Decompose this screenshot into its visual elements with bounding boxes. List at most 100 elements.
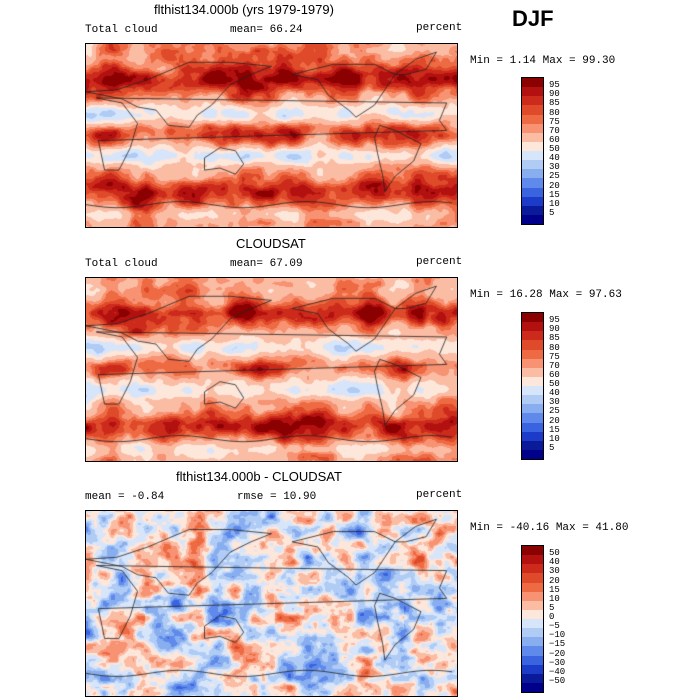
colorbar-swatch	[522, 682, 543, 692]
panel1-variable-label: Total cloud	[85, 24, 158, 36]
panel3-units-label: percent	[416, 489, 463, 501]
panel1-mean-label: mean= 66.24	[230, 24, 303, 36]
colorbar-tick-label: 15	[549, 584, 560, 595]
colorbar-swatch	[522, 449, 543, 459]
colorbar-swatch	[522, 87, 543, 97]
colorbar-swatch	[522, 367, 543, 377]
panel2-variable-label: Total cloud	[85, 258, 158, 270]
colorbar-tick-label: 20	[549, 180, 560, 191]
panel3-colorbar	[521, 545, 544, 693]
colorbar-swatch	[522, 114, 543, 124]
colorbar-swatch	[522, 637, 543, 647]
colorbar-swatch	[522, 395, 543, 405]
colorbar-swatch	[522, 582, 543, 592]
colorbar-tick-label: −40	[549, 666, 566, 677]
colorbar-swatch	[522, 440, 543, 450]
panel3-mean-label: mean = -0.84	[85, 491, 165, 503]
colorbar-tick-label: 15	[549, 424, 560, 435]
colorbar-swatch	[522, 205, 543, 215]
colorbar-tick-label: 25	[549, 406, 560, 417]
colorbar-tick-label: 30	[549, 162, 560, 173]
panel2-colorbar	[521, 312, 544, 460]
colorbar-swatch	[522, 151, 543, 161]
colorbar-tick-label: 95	[549, 80, 560, 91]
colorbar-tick-label: 70	[549, 360, 560, 371]
colorbar-swatch	[522, 358, 543, 368]
colorbar-tick-label: −50	[549, 675, 566, 686]
colorbar-tick-label: −10	[549, 630, 566, 641]
colorbar-swatch	[522, 431, 543, 441]
colorbar-swatch	[522, 564, 543, 574]
colorbar-tick-label: 80	[549, 342, 560, 353]
colorbar-swatch	[522, 105, 543, 115]
panel3-heatmap	[86, 511, 457, 696]
colorbar-swatch	[522, 600, 543, 610]
colorbar-swatch	[522, 413, 543, 423]
panel2-heatmap	[86, 278, 457, 461]
colorbar-tick-label: 85	[549, 333, 560, 344]
colorbar-tick-label: 25	[549, 171, 560, 182]
panel1-title: flthist134.000b (yrs 1979-1979)	[154, 2, 334, 17]
colorbar-swatch	[522, 646, 543, 656]
colorbar-swatch	[522, 340, 543, 350]
colorbar-tick-label: 75	[549, 116, 560, 127]
colorbar-tick-label: 60	[549, 134, 560, 145]
colorbar-swatch	[522, 214, 543, 224]
colorbar-swatch	[522, 555, 543, 565]
colorbar-tick-label: 30	[549, 566, 560, 577]
colorbar-tick-label: 40	[549, 557, 560, 568]
panel2-mean-label: mean= 67.09	[230, 258, 303, 270]
colorbar-tick-label: 75	[549, 351, 560, 362]
panel2-minmax: Min = 16.28 Max = 97.63	[470, 289, 622, 301]
colorbar-tick-label: 90	[549, 89, 560, 100]
colorbar-tick-label: 10	[549, 593, 560, 604]
colorbar-tick-label: 10	[549, 433, 560, 444]
colorbar-tick-label: −20	[549, 648, 566, 659]
colorbar-swatch	[522, 322, 543, 332]
colorbar-swatch	[522, 673, 543, 683]
colorbar-tick-label: 5	[549, 442, 555, 453]
colorbar-tick-label: 50	[549, 379, 560, 389]
colorbar-swatch	[522, 78, 543, 88]
colorbar-swatch	[522, 160, 543, 170]
colorbar-swatch	[522, 196, 543, 206]
colorbar-swatch	[522, 123, 543, 133]
panel1-heatmap	[86, 44, 457, 227]
colorbar-tick-label: 10	[549, 198, 560, 209]
colorbar-swatch	[522, 132, 543, 142]
panel3-minmax: Min = -40.16 Max = 41.80	[470, 522, 629, 534]
colorbar-tick-label: 40	[549, 388, 560, 399]
colorbar-tick-label: 15	[549, 189, 560, 200]
panel2-map	[85, 277, 458, 462]
colorbar-tick-label: 5	[549, 207, 555, 218]
colorbar-swatch	[522, 404, 543, 414]
panel3-rmse-label: rmse = 10.90	[237, 491, 317, 503]
colorbar-tick-label: 40	[549, 153, 560, 164]
colorbar-tick-label: 0	[549, 612, 555, 622]
colorbar-tick-label: −5	[549, 621, 560, 632]
colorbar-tick-label: 95	[549, 315, 560, 326]
panel3-title: flthist134.000b - CLOUDSAT	[176, 469, 342, 484]
colorbar-swatch	[522, 422, 543, 432]
panel2-title: CLOUDSAT	[236, 236, 306, 251]
panel1-units-label: percent	[416, 22, 463, 34]
colorbar-tick-label: −30	[549, 657, 566, 668]
colorbar-swatch	[522, 96, 543, 106]
colorbar-swatch	[522, 141, 543, 151]
colorbar-tick-label: 20	[549, 575, 560, 586]
colorbar-swatch	[522, 628, 543, 638]
colorbar-tick-label: 70	[549, 125, 560, 136]
colorbar-swatch	[522, 376, 543, 386]
colorbar-swatch	[522, 664, 543, 674]
colorbar-swatch	[522, 178, 543, 188]
colorbar-tick-label: −15	[549, 639, 566, 650]
panel2-units-label: percent	[416, 256, 463, 268]
colorbar-tick-label: 5	[549, 602, 555, 613]
colorbar-swatch	[522, 573, 543, 583]
panel1-colorbar	[521, 77, 544, 225]
season-label: DJF	[512, 6, 554, 31]
colorbar-swatch	[522, 386, 543, 396]
colorbar-swatch	[522, 546, 543, 556]
panel1-minmax: Min = 1.14 Max = 99.30	[470, 55, 616, 67]
colorbar-tick-label: 60	[549, 369, 560, 380]
